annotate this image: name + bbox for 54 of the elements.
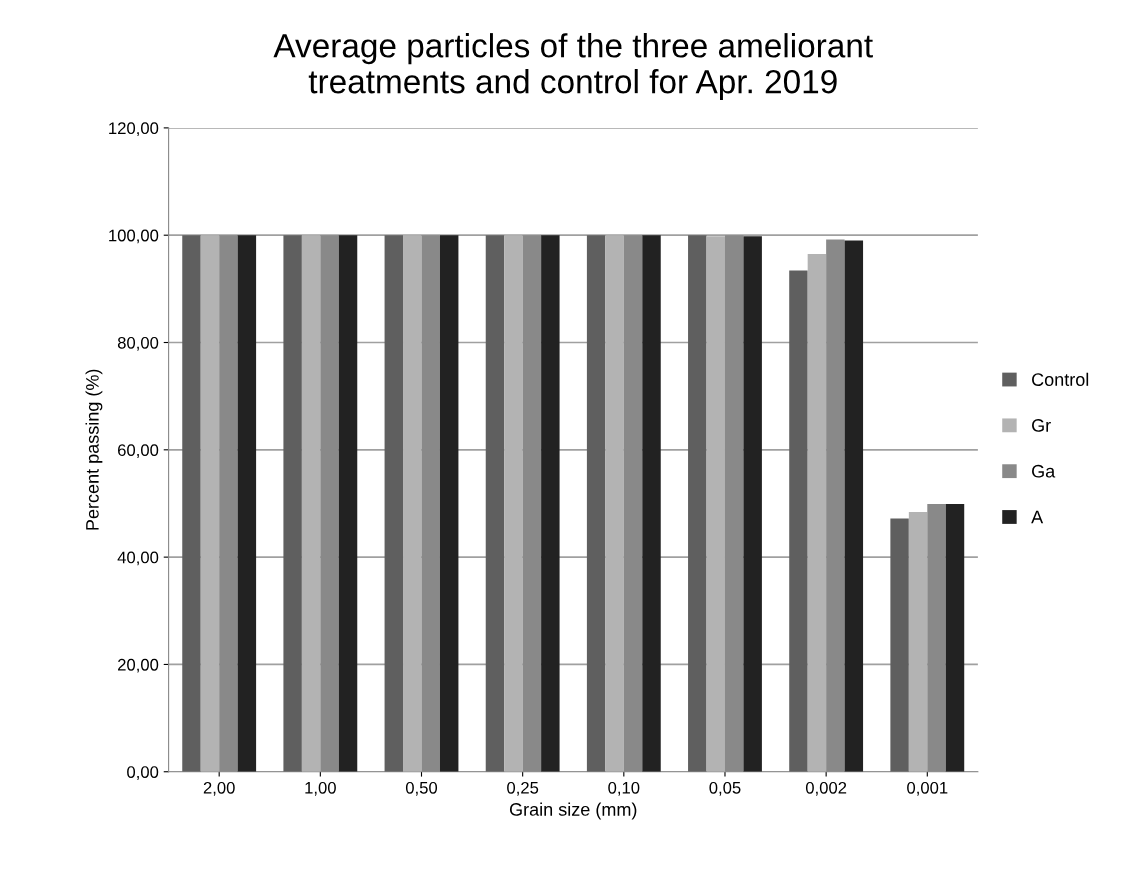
bar	[908, 512, 928, 772]
bar	[724, 235, 744, 772]
bar	[403, 235, 422, 772]
bar	[789, 270, 808, 772]
chart-title: Average particles of the three ameliorant treatments and control for Apr. 2019	[273, 33, 873, 101]
bar	[384, 235, 404, 772]
bar	[182, 235, 201, 772]
legend-label: Control	[1032, 372, 1089, 386]
bar	[844, 240, 864, 772]
y-tick-label: 20,00	[118, 658, 159, 673]
bar	[301, 235, 321, 772]
x-tick-label: 0,05	[709, 781, 741, 796]
bar	[541, 235, 560, 772]
bar	[927, 504, 946, 772]
legend-label: A	[1031, 510, 1044, 524]
bar	[421, 235, 440, 772]
bar	[237, 235, 257, 772]
y-tick-label: 80,00	[117, 336, 159, 351]
bar	[743, 236, 762, 772]
bar	[890, 518, 909, 772]
bar	[439, 235, 459, 772]
x-tick-label: 0,10	[608, 781, 640, 796]
bar	[706, 236, 725, 772]
y-axis-title: Percent passing (%)	[85, 369, 103, 530]
x-axis-title: Grain size (mm)	[509, 802, 637, 820]
y-tick-label: 0,00	[127, 766, 159, 780]
bar	[320, 235, 339, 772]
legend-label: Ga	[1032, 464, 1056, 478]
bar	[586, 235, 606, 772]
bar	[807, 253, 827, 772]
bar	[642, 235, 661, 772]
bar	[338, 235, 358, 772]
y-tick-label: 40,00	[117, 551, 159, 566]
legend-label: Gr	[1032, 419, 1051, 432]
bar	[219, 235, 238, 772]
x-tick-label: 0,002	[805, 781, 847, 796]
bar	[504, 235, 523, 772]
bar	[485, 235, 505, 772]
x-tick-label: 0,001	[907, 781, 948, 796]
bar	[283, 235, 302, 772]
y-tick-label: 120,00	[109, 122, 159, 137]
bar	[688, 235, 707, 772]
x-tick-label: 0,25	[507, 781, 539, 796]
x-tick-label: 2,00	[203, 781, 235, 796]
bar	[623, 235, 643, 772]
y-tick-label: 60,00	[118, 444, 159, 458]
x-tick-label: 1,00	[305, 781, 336, 796]
bar	[200, 235, 220, 772]
y-tick-label: 100,00	[109, 229, 159, 244]
bar	[826, 239, 845, 772]
bar	[522, 235, 542, 772]
bar	[605, 235, 624, 772]
bar	[945, 504, 965, 772]
x-tick-label: 0,50	[405, 781, 438, 796]
